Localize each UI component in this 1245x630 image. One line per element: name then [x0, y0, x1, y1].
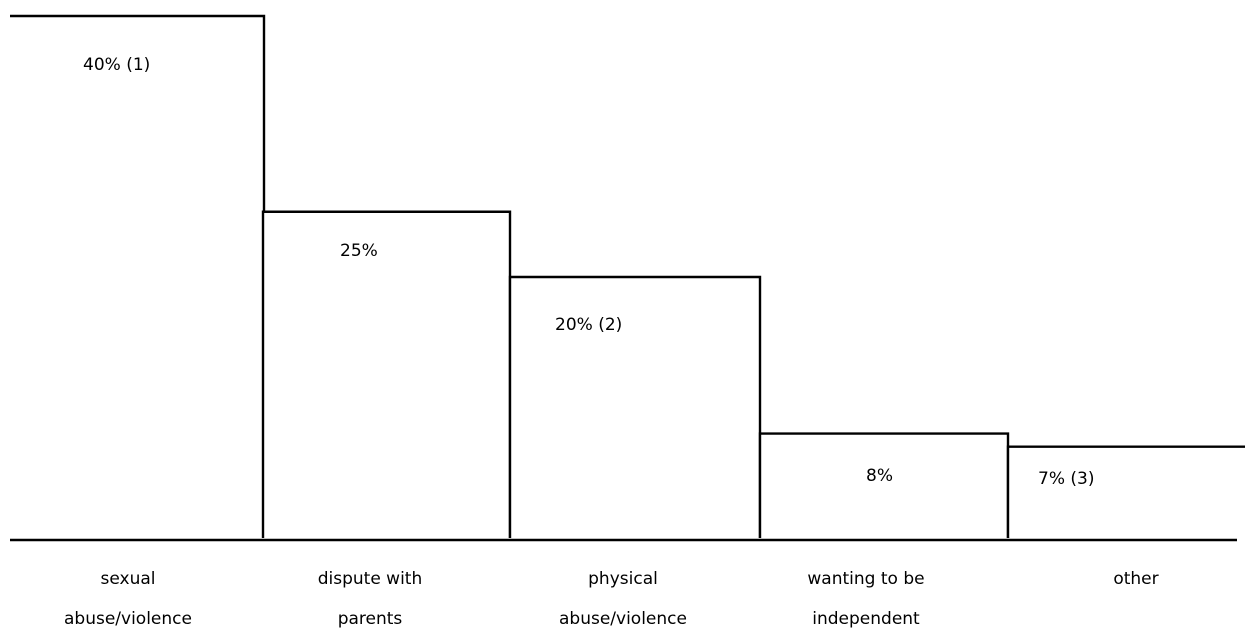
category-label-line: wanting to be: [807, 569, 924, 589]
data-label-5: 7% (3): [1038, 469, 1094, 489]
bar-3: [508, 275, 762, 538]
category-label-2: dispute with parents: [318, 569, 423, 629]
category-label-line: sexual: [101, 569, 156, 589]
data-label-4: 8%: [866, 466, 893, 486]
category-label-line: other: [1113, 569, 1158, 589]
bars-layer: [10, 14, 1245, 538]
category-label-line: physical: [588, 569, 658, 589]
data-label-1: 40% (1): [83, 55, 150, 75]
data-label-3: 20% (2): [555, 315, 622, 335]
bar-5: [1006, 445, 1245, 538]
category-label-line: independent: [812, 609, 920, 629]
data-label-2: 25%: [340, 241, 378, 261]
bar-2: [261, 210, 512, 538]
category-label-4: wanting to be independent: [807, 569, 924, 629]
category-label-line: abuse/violence: [559, 609, 687, 629]
data-labels-layer: 40% (1) 25% 20% (2) 8% 7% (3): [83, 55, 1094, 489]
category-label-line: parents: [338, 609, 403, 629]
category-label-3: physical abuse/violence: [559, 569, 687, 629]
category-labels-layer: sexual abuse/violence dispute with parents p…: [64, 569, 1159, 629]
category-label-1: sexual abuse/violence: [64, 569, 192, 629]
bar-1: [10, 14, 266, 538]
category-label-line: dispute with: [318, 569, 423, 589]
category-label-5: other: [1113, 569, 1158, 589]
category-label-line: abuse/violence: [64, 609, 192, 629]
